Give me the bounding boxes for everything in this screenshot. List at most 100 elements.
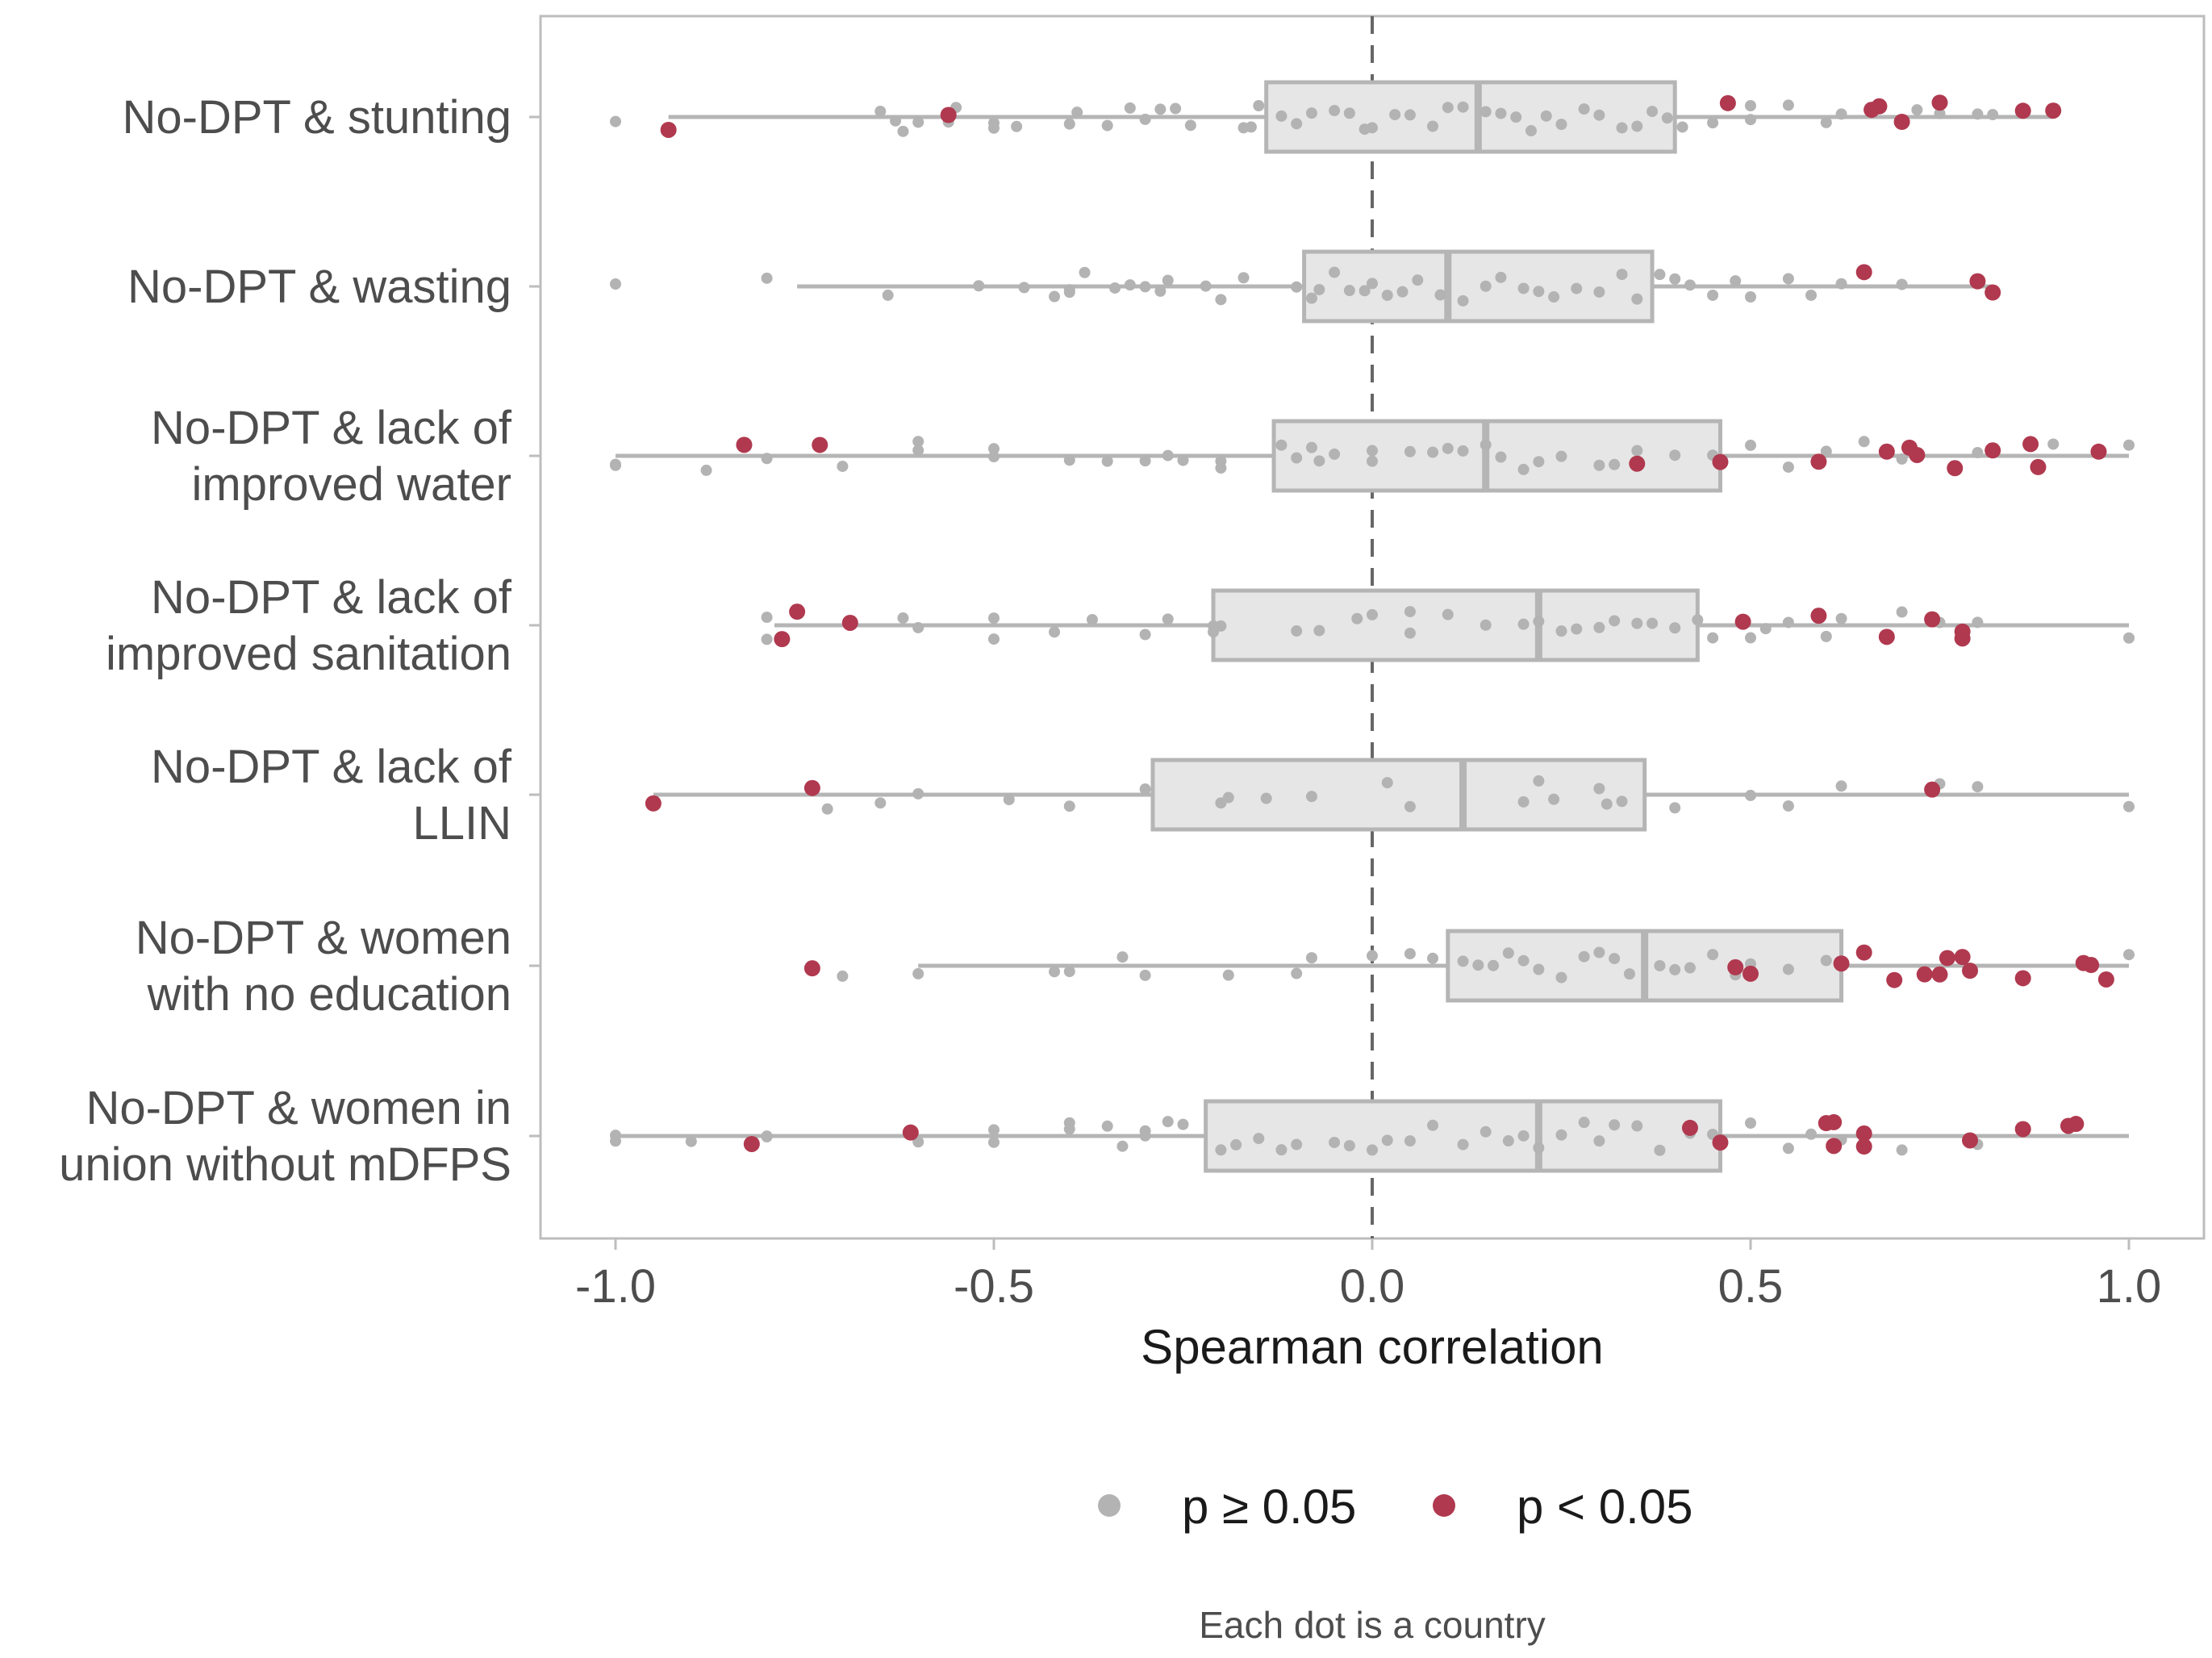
point-ns [1275,439,1288,451]
point-sig [1712,453,1729,470]
point-ns [700,464,712,476]
point-sig [1855,944,1872,961]
point-ns [1609,615,1621,627]
point-ns [1230,1138,1242,1151]
point-ns [1177,454,1189,466]
point-sig [1962,1132,1979,1149]
point-ns [2123,632,2135,644]
point-ns [1222,791,1234,804]
point-ns [890,115,902,127]
points-layer [610,94,2135,1156]
point-ns [1049,966,1061,978]
point-sig [1962,963,1979,979]
point-ns [1291,1138,1303,1151]
point-ns [1343,1139,1355,1151]
point-ns [1820,445,1832,457]
point-sig [1742,965,1759,982]
point-ns [1109,282,1121,294]
point-ns [1782,616,1794,629]
point-ns [1669,449,1681,461]
point-ns [1291,281,1303,293]
point-ns [1200,280,1212,292]
point-ns [1381,777,1393,789]
point-ns [1533,616,1545,628]
point-ns [1071,106,1083,119]
point-ns [1063,966,1075,978]
point-sig [1878,629,1895,645]
point-ns [988,443,1000,455]
point-ns [1578,950,1590,963]
point-ns [988,117,1000,129]
point-ns [1472,959,1484,971]
point-ns [1896,606,1908,618]
point-ns [1305,292,1317,304]
point-ns [1646,617,1659,629]
point-sig [1826,1138,1843,1155]
point-ns [1049,290,1061,303]
point-sig [1810,453,1827,470]
point-sig [1924,611,1941,628]
point-ns [1480,280,1492,292]
point-ns [1616,269,1628,281]
point-ns [1404,627,1416,639]
point-ns [973,280,985,292]
point-ns [2123,949,2135,961]
point-ns [1911,104,1923,116]
point-ns [1222,969,1234,981]
point-sig [1727,958,1744,975]
point-ns [2047,438,2060,450]
x-axis-title: Spearman correlation [1141,1320,1604,1374]
point-ns [1367,1144,1378,1156]
point-ns [1404,948,1416,960]
x-tick-label: 0.5 [1718,1260,1784,1313]
point-ns [1139,783,1151,796]
point-ns [1351,612,1363,624]
point-ns [1533,1142,1545,1154]
point-ns [1782,99,1794,111]
point-ns [1616,122,1628,134]
point-ns [1427,120,1439,132]
point-ns [1184,119,1196,132]
point-sig [2045,102,2062,119]
point-ns [761,633,773,645]
point-ns [1139,629,1151,641]
point-ns [1835,278,1847,290]
point-ns [1101,1120,1113,1132]
point-ns [1291,452,1303,464]
point-ns [1313,283,1325,295]
point-sig [1947,460,1964,477]
point-ns [1063,286,1075,299]
point-ns [1510,111,1522,123]
point-sig [1855,1125,1872,1142]
legend-label-sig: p < 0.05 [1517,1480,1693,1534]
point-sig [1985,284,2001,301]
point-ns [1745,1117,1756,1129]
point-ns [1661,112,1673,124]
point-ns [1434,289,1446,301]
point-ns [1684,279,1696,291]
point-ns [882,289,894,301]
point-ns [1245,121,1257,133]
point-sig [1826,1113,1843,1130]
point-ns [1896,278,1908,290]
point-sig [1712,1134,1729,1151]
point-sig [2022,436,2039,453]
y-axis-label: No-DPT & women in union without mDFPS [59,1082,511,1191]
y-axis-labels: No-DPT & stunting No-DPT & wasting No-DPT … [59,91,540,1191]
point-ns [1237,272,1250,284]
x-tick-label: 1.0 [2097,1260,2162,1313]
point-ns [1162,1116,1174,1128]
point-ns [1555,971,1567,984]
point-ns [1593,783,1605,795]
point-ns [1517,282,1530,294]
point-ns [821,803,833,815]
point-ns [897,125,909,137]
box-iqr [1150,758,1647,832]
point-sig [841,614,858,631]
point-ns [1086,613,1098,625]
point-ns [1745,290,1756,303]
point-ns [1623,968,1635,980]
point-ns [1116,1140,1129,1152]
point-ns [1540,110,1552,122]
point-ns [610,1130,621,1142]
